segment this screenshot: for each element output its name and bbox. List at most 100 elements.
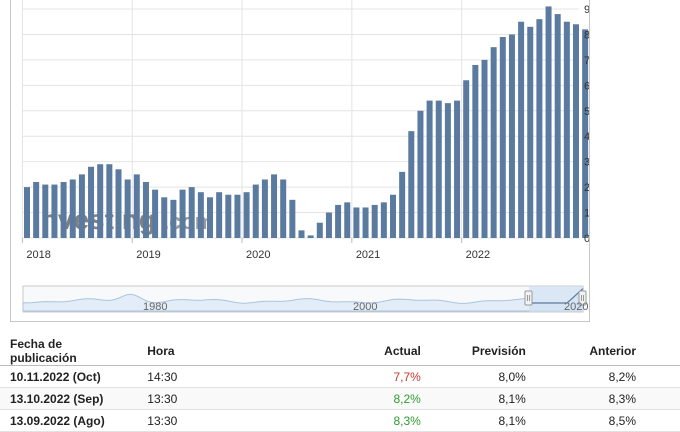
bar[interactable] <box>426 100 433 238</box>
x-tick-label: 2020 <box>246 249 270 261</box>
bar[interactable] <box>435 100 442 238</box>
bar[interactable] <box>188 187 195 238</box>
forecast-value: 8,1% <box>428 387 534 410</box>
navigator-left-handle[interactable] <box>524 290 533 306</box>
bar[interactable] <box>243 192 250 238</box>
bar[interactable] <box>582 29 589 238</box>
bar[interactable] <box>24 187 30 238</box>
bars-layer <box>24 6 589 239</box>
bar[interactable] <box>563 21 570 238</box>
bar[interactable] <box>362 207 369 238</box>
forecast-value: 8,0% <box>428 365 534 388</box>
navigator-right-handle[interactable] <box>578 290 587 306</box>
previous-value: 8,3% <box>533 387 680 410</box>
bar[interactable] <box>216 192 223 238</box>
bar[interactable] <box>316 222 323 238</box>
bar[interactable] <box>573 24 579 239</box>
bar[interactable] <box>527 26 534 238</box>
bar[interactable] <box>234 194 241 238</box>
bar[interactable] <box>325 212 332 238</box>
bar[interactable] <box>380 202 387 238</box>
y-tick-label: 3 <box>584 157 589 169</box>
bar[interactable] <box>42 184 49 238</box>
bar[interactable] <box>133 174 140 238</box>
bar[interactable] <box>508 34 515 238</box>
releases-table: Fecha de publicación Hora Actual Previsi… <box>0 337 680 432</box>
navigator-label: 2000 <box>353 301 377 313</box>
bar[interactable] <box>554 14 561 239</box>
bar[interactable] <box>51 184 58 238</box>
bar[interactable] <box>152 189 159 238</box>
bar[interactable] <box>298 230 305 238</box>
bar[interactable] <box>69 179 76 238</box>
bar[interactable] <box>353 207 360 238</box>
table-row: 10.11.2022 (Oct) 14:30 7,7% 8,0% 8,2% <box>0 365 680 388</box>
bar[interactable] <box>307 235 314 238</box>
header-date[interactable]: Fecha de publicación <box>0 337 138 366</box>
bar[interactable] <box>463 80 470 238</box>
y-tick-label: 8 <box>584 29 589 41</box>
bar[interactable] <box>115 169 122 238</box>
bar[interactable] <box>124 179 131 238</box>
y-tick-label: 1 <box>584 208 589 220</box>
header-forecast[interactable]: Previsión <box>428 337 534 366</box>
bar[interactable] <box>371 204 378 238</box>
table-row: 13.09.2022 (Ago) 13:30 8,3% 8,1% 8,5% <box>0 409 680 432</box>
bar[interactable] <box>207 197 213 238</box>
x-tick-label: 2019 <box>136 249 160 261</box>
release-date: 13.09.2022 (Ago) <box>0 409 138 432</box>
navigator-label: 1980 <box>143 301 167 313</box>
bar[interactable] <box>252 184 259 238</box>
forecast-value: 8,1% <box>428 409 534 432</box>
bar[interactable] <box>60 182 67 238</box>
header-actual[interactable]: Actual <box>307 337 429 366</box>
y-tick-label: 2 <box>584 182 589 194</box>
bar[interactable] <box>161 197 168 238</box>
release-time: 13:30 <box>137 387 308 410</box>
bar[interactable] <box>170 199 177 238</box>
release-time: 13:30 <box>137 409 308 432</box>
navigator-selection[interactable] <box>529 286 583 312</box>
bar[interactable] <box>490 47 497 238</box>
bar[interactable] <box>261 179 268 238</box>
bar[interactable] <box>106 164 113 238</box>
bar[interactable] <box>499 36 506 238</box>
y-axis: 0 1 2 3 4 5 6 7 8 9 <box>584 4 589 245</box>
bar[interactable] <box>399 171 406 238</box>
bar[interactable] <box>142 182 149 238</box>
y-tick-label: 9 <box>584 4 589 16</box>
bar[interactable] <box>97 164 104 238</box>
header-time[interactable]: Hora <box>137 337 308 366</box>
header-previous[interactable]: Anterior <box>533 337 680 366</box>
bar[interactable] <box>545 6 552 239</box>
bar[interactable] <box>344 202 351 238</box>
bar[interactable] <box>408 131 415 238</box>
bar[interactable] <box>197 192 204 238</box>
navigator-labels: 1980 2000 2020 <box>143 301 588 313</box>
navigator-series <box>22 287 584 312</box>
bar[interactable] <box>536 19 543 238</box>
bar[interactable] <box>454 100 461 238</box>
bar[interactable] <box>280 179 287 238</box>
bar[interactable] <box>225 194 232 238</box>
bar[interactable] <box>78 174 85 238</box>
bar[interactable] <box>33 182 40 238</box>
bar[interactable] <box>88 166 95 238</box>
bar[interactable] <box>481 59 488 239</box>
bar[interactable] <box>390 194 396 238</box>
bar[interactable] <box>417 110 424 238</box>
y-tick-label: 4 <box>584 131 589 143</box>
range-navigator[interactable]: 1980 2000 2020 <box>22 285 588 313</box>
bar[interactable] <box>444 103 451 239</box>
investing-watermark: Investing .com <box>33 204 214 235</box>
bar[interactable] <box>518 21 525 238</box>
bar[interactable] <box>472 64 479 238</box>
bar[interactable] <box>179 189 186 238</box>
release-date: 13.10.2022 (Sep) <box>0 387 138 410</box>
bar[interactable] <box>335 204 342 238</box>
bar[interactable] <box>289 199 296 238</box>
bar[interactable] <box>271 174 278 238</box>
actual-value: 8,3% <box>307 409 429 432</box>
